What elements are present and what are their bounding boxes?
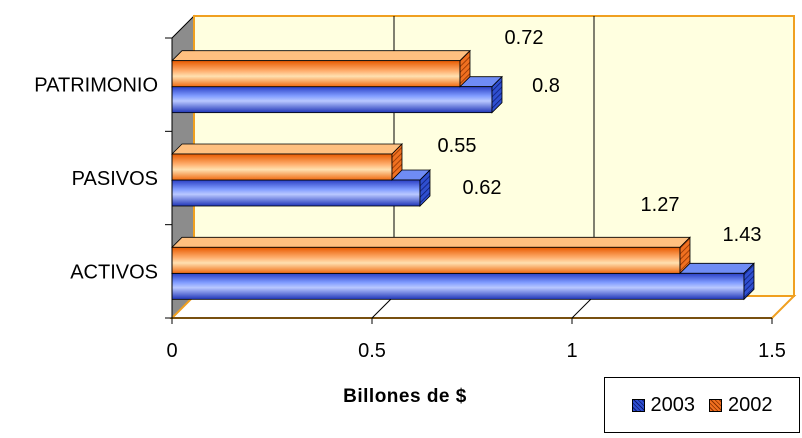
data-label-2002-patrimonio: 0.72 (505, 27, 544, 49)
data-label-2003-patrimonio: 0.8 (532, 75, 560, 97)
x-tick-label: 1 (566, 340, 577, 362)
bar-2002-pasivos (171, 143, 403, 181)
y-ticks: ACTIVOS PASIVOS PATRIMONIO (34, 37, 172, 319)
data-label-2003-pasivos: 0.62 (463, 177, 502, 199)
x-ticks: 0 0.5 1 1.5 (166, 318, 786, 362)
legend-swatch-2002 (709, 398, 722, 412)
y-tick-label: PATRIMONIO (34, 75, 158, 97)
legend-label-2003: 2003 (650, 393, 696, 416)
x-tick-label: 1.5 (758, 340, 786, 362)
bars (171, 49, 755, 301)
y-tick-label: ACTIVOS (70, 261, 158, 283)
data-label-2003-activos: 1.43 (723, 224, 762, 246)
x-axis-title: Billones de $ (343, 386, 467, 407)
legend-swatch-2003 (631, 398, 645, 412)
legend-item-2002: 2002 (709, 394, 773, 417)
bar-2002-activos (171, 236, 691, 275)
data-label-2002-pasivos: 0.55 (438, 135, 477, 157)
data-labels: 1.43 1.27 0.62 0.55 0.8 0.72 (438, 27, 762, 246)
y-tick-label: PASIVOS (72, 168, 158, 190)
legend-item-2003: 2003 (631, 393, 696, 417)
legend: 2003 2002 (604, 377, 800, 433)
x-tick-label: 0.5 (358, 340, 386, 362)
legend-label-2002: 2002 (728, 393, 773, 416)
data-label-2002-activos: 1.27 (641, 194, 680, 216)
x-tick-label: 0 (166, 340, 177, 362)
bar-2002-patrimonio (171, 49, 471, 88)
